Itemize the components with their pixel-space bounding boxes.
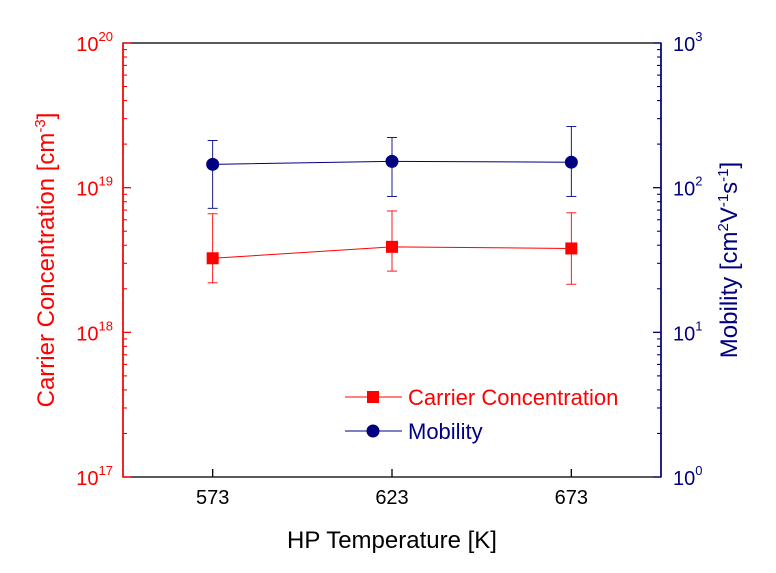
left-y-tick-label: 1018 <box>76 318 113 345</box>
data-point-circle <box>564 155 578 169</box>
right-y-tick-label: 101 <box>673 318 702 345</box>
legend-marker-square <box>367 391 379 403</box>
left-y-tick-label: 1019 <box>76 174 113 201</box>
series-layer <box>206 125 578 285</box>
right-y-tick-label: 100 <box>673 463 702 490</box>
tick-base: 10 <box>673 468 695 490</box>
tick-exponent: 17 <box>99 463 113 478</box>
x-tick-label: 573 <box>196 487 229 509</box>
tick-base: 10 <box>673 34 695 56</box>
data-point-square <box>206 252 219 265</box>
legend: Carrier Concentration Mobility <box>345 385 618 444</box>
legend-label: Mobility <box>408 419 483 444</box>
tick-exponent: 2 <box>695 174 702 189</box>
left-axis-label-sup: -3 <box>32 119 49 132</box>
left-y-tick-label: 1020 <box>76 29 113 56</box>
data-point-circle <box>385 154 399 168</box>
tick-exponent: 3 <box>695 29 702 44</box>
tick-base: 10 <box>673 323 695 345</box>
right-axis-label-part: Mobility [cm <box>716 232 743 359</box>
tick-exponent: 1 <box>695 318 702 333</box>
tick-base: 10 <box>76 468 98 490</box>
tick-base: 10 <box>76 179 98 201</box>
right-axis-label-part: ] <box>716 162 743 169</box>
tick-exponent: 19 <box>99 174 113 189</box>
right-axis-label-sup: 2 <box>715 223 732 231</box>
right-axis-label: Mobility [cm2V-1s-1] <box>715 162 743 358</box>
right-axis-label-sup: -1 <box>715 168 732 181</box>
right-y-tick-label: 103 <box>673 29 702 56</box>
tick-base: 10 <box>673 179 695 201</box>
x-tick-label: 623 <box>375 487 408 509</box>
tick-exponent: 20 <box>99 29 113 44</box>
right-axis-label-part: s <box>716 182 743 194</box>
data-point-circle <box>206 157 220 171</box>
tick-base: 10 <box>76 34 98 56</box>
right-y-tick-label: 102 <box>673 174 702 201</box>
left-axis-label-close: ] <box>33 113 60 120</box>
data-point-square <box>565 242 578 255</box>
right-axis-label-sup: -1 <box>715 194 732 207</box>
legend-label: Carrier Concentration <box>408 385 618 410</box>
right-axis-label-part: V <box>716 207 743 223</box>
x-tick-label: 673 <box>555 487 588 509</box>
left-axis-label-main: Carrier Concentration [cm <box>33 133 60 408</box>
data-point-square <box>386 240 398 253</box>
tick-base: 10 <box>76 323 98 345</box>
left-y-tick-label: 1017 <box>76 463 113 490</box>
tick-exponent: 18 <box>99 318 113 333</box>
left-axis-label: Carrier Concentration [cm-3] <box>32 113 60 408</box>
tick-exponent: 0 <box>695 463 702 478</box>
legend-marker-circle <box>366 424 380 438</box>
x-axis-label: HP Temperature [K] <box>287 527 497 554</box>
